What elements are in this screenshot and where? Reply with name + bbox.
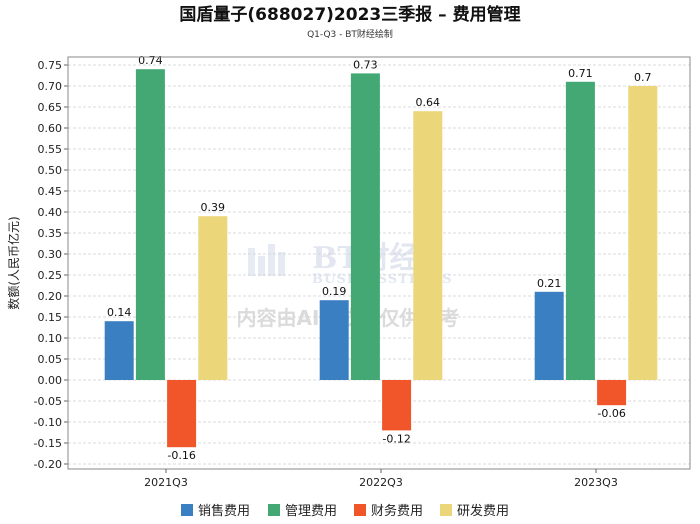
bar: [382, 380, 412, 431]
bar: [104, 321, 134, 380]
y-tick-label: 0.45: [38, 185, 63, 198]
bar: [597, 380, 627, 406]
bar: [350, 73, 380, 381]
y-tick-label: -0.15: [34, 437, 62, 450]
y-tick-label: 0.00: [38, 374, 63, 387]
legend-label: 财务费用: [371, 503, 423, 519]
bars: [104, 69, 658, 448]
y-tick-label: 0.60: [38, 122, 63, 135]
legend: 销售费用 管理费用 财务费用 研发费用: [181, 503, 509, 519]
data-label: 0.71: [568, 67, 593, 80]
bar: [413, 111, 443, 380]
bar: [198, 216, 228, 380]
data-label: -0.06: [597, 407, 625, 420]
data-label: 0.74: [138, 54, 163, 67]
data-label: -0.12: [382, 432, 410, 445]
y-tick-label: 0.70: [38, 80, 63, 93]
data-label: 0.14: [107, 306, 132, 319]
legend-label: 管理费用: [285, 504, 337, 519]
data-label: 0.21: [537, 277, 562, 290]
bar: [534, 291, 564, 380]
data-label: 0.39: [201, 201, 226, 214]
y-tick-label: 0.15: [38, 311, 63, 324]
y-tick-label: 0.40: [38, 206, 63, 219]
bar: [319, 300, 349, 380]
y-tick-label: 0.75: [38, 59, 63, 72]
y-tick-label: 0.55: [38, 143, 63, 156]
data-label: 0.64: [416, 96, 441, 109]
y-tick-label: 0.50: [38, 164, 63, 177]
legend-label: 销售费用: [198, 503, 250, 519]
y-tick-label: -0.20: [34, 458, 62, 471]
y-tick-label: 0.10: [38, 332, 63, 345]
data-labels: 0.14 0.74 -0.16 0.39 0.19 0.73 -0.12 0.64 0.21 0.…: [107, 54, 652, 462]
bar: [565, 81, 595, 381]
bar: [167, 380, 197, 448]
x-tick-label: 2023Q3: [574, 476, 618, 489]
data-label: 0.7: [634, 71, 652, 84]
plot-frame: [67, 56, 691, 470]
chart-subtitle: Q1-Q3 - BT财经绘制: [307, 28, 393, 40]
y-tick-label: 0.20: [38, 290, 63, 303]
data-label: -0.16: [167, 449, 195, 462]
y-tick-label: 0.30: [38, 248, 63, 261]
chart-title: 国盾量子(688027)2023三季报 – 费用管理: [179, 4, 520, 25]
data-label: 0.73: [353, 58, 378, 71]
y-tick-label: 0.05: [38, 353, 63, 366]
legend-label: 研发费用: [457, 503, 509, 519]
bar: [628, 86, 658, 380]
y-tick-label: -0.05: [34, 395, 62, 408]
bar: [135, 69, 165, 380]
y-tick-label: -0.10: [34, 416, 62, 429]
legend-swatch: [181, 504, 193, 516]
y-tick-label: 0.25: [38, 269, 63, 282]
y-axis-ticks: -0.20 -0.15 -0.10 -0.05 0.00 0.05 0.10 0.15 0.20…: [34, 59, 68, 471]
legend-swatch: [440, 504, 452, 516]
legend-swatch: [354, 504, 366, 516]
x-tick-label: 2021Q3: [144, 476, 188, 489]
legend-swatch: [268, 504, 280, 516]
x-tick-label: 2022Q3: [359, 476, 403, 489]
y-tick-label: 0.65: [38, 101, 63, 114]
brand-logo-icon: [248, 244, 285, 276]
y-axis-label: 数额(人民币亿元): [6, 216, 21, 309]
x-axis-ticks: 2021Q3 2022Q3 2023Q3: [144, 469, 618, 489]
y-tick-label: 0.35: [38, 227, 63, 240]
data-label: 0.19: [322, 285, 347, 298]
